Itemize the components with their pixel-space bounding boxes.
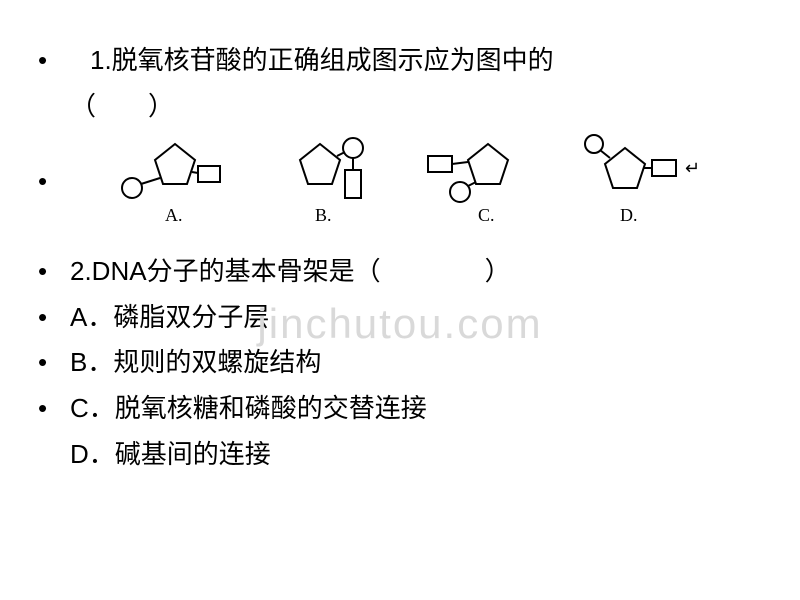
option-a-label: A. [165, 205, 183, 225]
q2-opt-a: • A．磷脂双分子层 [70, 297, 760, 339]
slide: • 1.脱氧核苷酸的正确组成图示应为图中的 （ ） • A. [0, 0, 800, 499]
q2-opt-c: • C．脱氧核糖和磷酸的交替连接 [70, 388, 760, 430]
q2-opt-b-text: B．规则的双螺旋结构 [70, 347, 321, 377]
q2-opt-d: D．碱基间的连接 [70, 434, 760, 476]
bullet-icon: • [38, 161, 47, 203]
q2-opt-c-text: C．脱氧核糖和磷酸的交替连接 [70, 393, 427, 423]
q1-line2: （ ） [70, 86, 760, 128]
bullet-icon: • [38, 342, 47, 384]
q2-text: 2.DNA分子的基本骨架是（ ） [70, 256, 511, 286]
bullet-icon: • [38, 251, 47, 293]
option-d-trailing: ↵ [685, 158, 700, 178]
option-d-label: D. [620, 205, 638, 225]
q1-paren: （ ） [70, 91, 174, 121]
q1-diagrams: A. B. C. [100, 131, 760, 241]
bullet-icon: • [38, 297, 47, 339]
option-c-label: C. [478, 205, 495, 225]
option-b-label: B. [315, 205, 332, 225]
bullet-icon: • [38, 388, 47, 430]
q2-opt-d-text: D．碱基间的连接 [70, 439, 271, 469]
q1-line1: • 1.脱氧核苷酸的正确组成图示应为图中的 [70, 40, 760, 82]
q2-line: • 2.DNA分子的基本骨架是（ ） [70, 251, 760, 293]
q2-opt-a-text: A．磷脂双分子层 [70, 302, 269, 332]
q2-opt-b: • B．规则的双螺旋结构 [70, 342, 760, 384]
q1-text: 1.脱氧核苷酸的正确组成图示应为图中的 [90, 45, 554, 75]
bullet-icon: • [38, 40, 47, 82]
